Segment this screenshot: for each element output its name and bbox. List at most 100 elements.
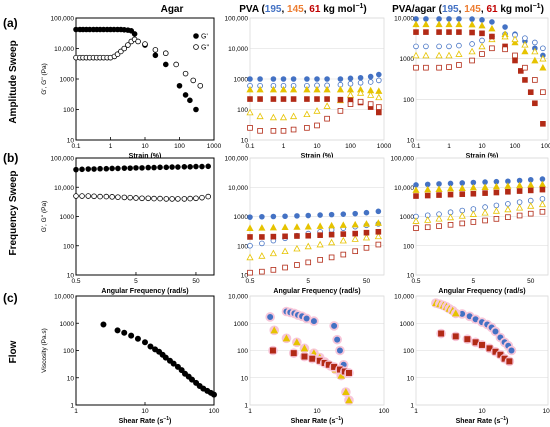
data-point xyxy=(279,113,288,121)
data-point xyxy=(293,244,301,252)
x-tick-label: 0.1 xyxy=(245,143,254,150)
series-61-g- xyxy=(247,241,382,276)
y-tick-label: 1 xyxy=(244,403,248,410)
data-point xyxy=(447,191,454,198)
data-point xyxy=(293,338,301,346)
x-tick-label: 100 xyxy=(345,143,356,150)
data-point xyxy=(422,20,430,28)
data-point xyxy=(175,196,181,202)
series-195-g- xyxy=(247,71,382,82)
x-axis-label: Angular Frequency (rad/s) xyxy=(438,288,525,295)
x-tick-label: 10 xyxy=(478,408,486,415)
data-point xyxy=(479,37,485,44)
series-145-g- xyxy=(246,219,382,231)
data-point xyxy=(540,121,546,127)
data-point xyxy=(489,19,495,25)
data-point xyxy=(488,24,496,32)
data-point xyxy=(376,104,382,110)
data-point xyxy=(328,238,336,246)
data-point xyxy=(257,76,263,82)
data-point xyxy=(452,333,459,340)
data-point xyxy=(205,163,211,170)
series-195 xyxy=(265,306,353,378)
data-point xyxy=(310,318,317,325)
data-point xyxy=(247,214,253,220)
data-point xyxy=(269,85,277,93)
data-point xyxy=(363,229,370,236)
data-point xyxy=(505,188,511,195)
data-point xyxy=(304,242,312,250)
data-point xyxy=(478,42,486,50)
data-point xyxy=(109,165,115,172)
data-point xyxy=(363,245,370,251)
data-point xyxy=(531,47,539,55)
data-point xyxy=(133,195,139,201)
y-tick-label: 10 xyxy=(67,138,75,145)
data-point xyxy=(181,196,188,202)
data-point xyxy=(334,336,341,343)
series-61-g- xyxy=(247,98,382,134)
y-tick-label: 10 xyxy=(407,138,415,145)
x-tick-label: 10 xyxy=(141,408,149,415)
data-point xyxy=(103,193,110,200)
data-point xyxy=(269,249,277,257)
data-point xyxy=(469,41,475,47)
data-point xyxy=(539,54,547,62)
data-point xyxy=(492,207,500,214)
data-point xyxy=(456,29,462,35)
data-point xyxy=(247,269,253,276)
data-point xyxy=(259,234,265,240)
data-point xyxy=(176,82,183,89)
data-point xyxy=(446,184,455,192)
series-195-g- xyxy=(247,77,382,89)
data-point xyxy=(516,188,523,194)
series-61-g- xyxy=(413,186,546,199)
data-point xyxy=(424,192,431,199)
data-point xyxy=(103,165,110,172)
data-point xyxy=(423,43,429,50)
data-point xyxy=(163,196,170,202)
data-point xyxy=(257,128,263,134)
data-point xyxy=(282,233,288,240)
data-point xyxy=(367,79,374,85)
data-point xyxy=(145,164,152,171)
data-point xyxy=(199,163,205,170)
x-tick-label: 1 xyxy=(74,408,78,415)
data-point xyxy=(293,223,301,230)
x-tick-label: 1 xyxy=(282,143,286,150)
data-point xyxy=(210,391,217,398)
data-point xyxy=(121,45,128,52)
series-agar xyxy=(100,321,217,398)
data-point xyxy=(317,212,323,218)
data-point xyxy=(178,367,185,374)
data-point xyxy=(367,73,374,80)
x-tick-label: 1000 xyxy=(541,143,550,150)
data-point xyxy=(294,262,300,268)
y-tick-label: 100 xyxy=(237,243,248,250)
x-axis-label: Angular Frequency (rad/s) xyxy=(101,288,188,295)
data-point xyxy=(270,76,277,82)
y-tick-label: 100,000 xyxy=(225,16,249,23)
data-point xyxy=(375,208,382,215)
series-195 xyxy=(457,309,517,356)
column-header-pva-agar: PVA/agar (195, 145, 61 kg mol−1) xyxy=(392,3,544,15)
data-point xyxy=(85,193,92,199)
data-point xyxy=(190,77,197,84)
data-point xyxy=(412,217,420,224)
data-point xyxy=(506,358,513,365)
x-tick-label: 5 xyxy=(306,278,310,285)
data-point xyxy=(246,224,254,231)
data-point xyxy=(357,74,364,81)
y-tick-label: 10,000 xyxy=(228,46,248,53)
data-point xyxy=(469,57,475,64)
data-point xyxy=(511,38,519,46)
y-axis-label: G', G'' (Pa) xyxy=(41,201,48,233)
data-point xyxy=(539,196,546,202)
y-tick-label: 1000 xyxy=(400,321,415,328)
data-point xyxy=(376,77,382,84)
data-point xyxy=(280,76,287,82)
panel-a-pva-agar: 10 100 1000 10,000 0.1 1 10 100 1000 Strain (%) xyxy=(394,16,550,161)
data-point xyxy=(357,98,364,105)
y-tick-label: 100 xyxy=(403,243,414,250)
mw-145-label: 145 xyxy=(287,4,304,15)
